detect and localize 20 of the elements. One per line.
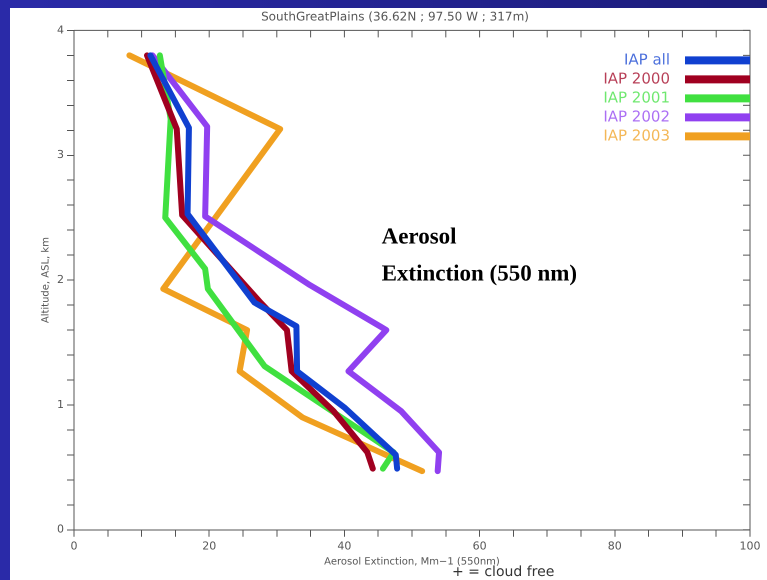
x-tick-label: 20	[202, 539, 216, 552]
legend-label: IAP 2001	[603, 88, 670, 106]
y-tick-label: 4	[57, 23, 64, 36]
legend-label: IAP 2002	[603, 107, 670, 126]
legend-label: IAP 2000	[603, 69, 670, 88]
x-tick-label: 100	[740, 539, 760, 552]
legend-label: IAP 2003	[603, 126, 670, 144]
x-tick-label: 60	[472, 539, 487, 552]
x-tick-label: 80	[608, 539, 622, 552]
x-tick-label: 40	[337, 539, 352, 552]
y-tick-label: 0	[57, 522, 64, 536]
x-axis-title: Aerosol Extinction, Mm−1 (550nm)	[324, 556, 500, 568]
y-tick-label: 1	[57, 398, 64, 411]
y-tick-label: 3	[57, 148, 64, 162]
chart-title: SouthGreatPlains (36.62N ; 97.50 W ; 317m)	[261, 9, 529, 24]
y-tick-label: 2	[57, 272, 64, 286]
x-tick-label: 0	[70, 539, 78, 552]
y-axis-title: Altitude, ASL, km	[40, 237, 52, 324]
legend-label: IAP all	[624, 50, 670, 68]
annotation: Aerosol Extinction (550 nm)	[382, 223, 578, 286]
